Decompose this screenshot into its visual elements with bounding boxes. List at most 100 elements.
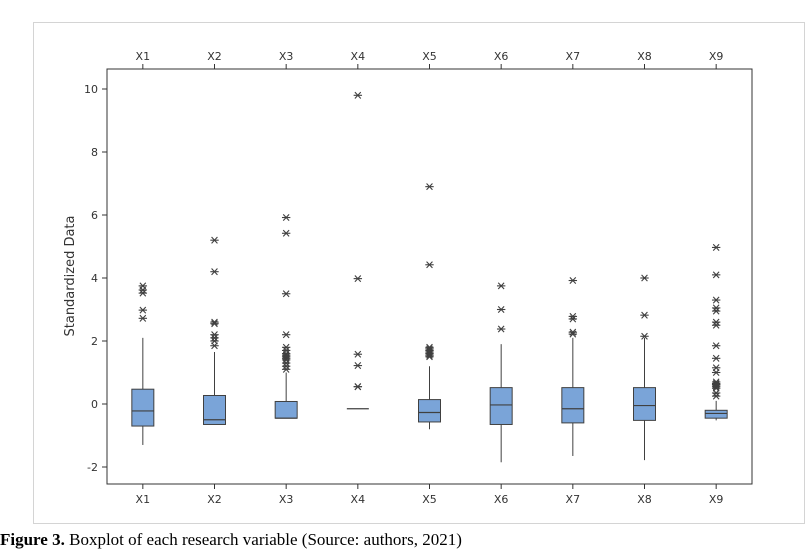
outlier-point — [138, 314, 148, 322]
outlier-stroke — [641, 311, 648, 319]
box-x2 — [203, 236, 226, 425]
outlier-point — [640, 332, 649, 340]
outlier-stroke — [426, 261, 433, 269]
iqr-box — [561, 387, 585, 424]
y-tick-label: 4 — [91, 272, 98, 285]
outlier-point — [640, 311, 649, 319]
outlier-point — [281, 229, 291, 237]
top-category-label: X2 — [207, 50, 222, 63]
outlier-point — [640, 274, 649, 282]
outlier-point — [210, 236, 219, 244]
outlier-stroke — [569, 312, 577, 320]
top-axis: X1 X2 X3 X4 X5 X6 X7 X8 X9 — [136, 50, 723, 69]
outlier-stroke — [282, 350, 290, 358]
boxes — [131, 91, 728, 463]
outlier-stroke — [354, 91, 362, 99]
figure-frame — [33, 22, 805, 524]
outlier-point — [568, 276, 578, 285]
top-category-label: X5 — [422, 50, 437, 63]
box-x8 — [633, 274, 656, 461]
top-category-label: X6 — [494, 50, 509, 63]
outlier-stroke — [712, 296, 720, 304]
outlier-stroke — [712, 354, 720, 362]
box-x5 — [418, 183, 441, 430]
figure-caption: Figure 3. Boxplot of each research varia… — [0, 526, 812, 553]
outlier-stroke — [712, 271, 720, 279]
outlier-point — [711, 364, 721, 372]
outlier-stroke — [139, 289, 147, 297]
outlier-stroke — [354, 383, 362, 391]
outlier-point — [496, 305, 506, 314]
iqr-box — [131, 388, 155, 427]
outlier-point — [425, 261, 434, 269]
outlier-stroke — [282, 343, 290, 351]
iqr-box — [704, 409, 728, 419]
y-tick-label: 2 — [91, 335, 98, 348]
outlier-stroke — [712, 243, 720, 251]
outlier-point — [568, 312, 578, 320]
outlier-stroke — [426, 343, 433, 351]
box-x6 — [489, 282, 513, 463]
outlier-stroke — [282, 229, 290, 237]
x-category-label: X8 — [637, 493, 652, 506]
outlier-stroke — [211, 236, 218, 244]
top-category-label: X8 — [637, 50, 652, 63]
x-category-label: X3 — [279, 493, 294, 506]
y-axis: -2 0 2 4 6 8 10 — [84, 83, 107, 474]
x-category-label: X7 — [566, 493, 581, 506]
outlier-point — [568, 328, 578, 336]
outlier-stroke — [211, 334, 218, 342]
outlier-point — [210, 268, 219, 276]
outlier-point — [281, 343, 291, 351]
outlier-point — [711, 354, 721, 362]
iqr-box — [489, 387, 513, 425]
x-category-label: X4 — [351, 493, 366, 506]
outlier-point — [711, 296, 721, 304]
caption-text: Boxplot of each research variable (Sourc… — [64, 530, 462, 549]
outlier-stroke — [712, 318, 720, 326]
box-x3 — [274, 213, 298, 419]
outlier-point — [711, 378, 721, 386]
outlier-stroke — [497, 282, 505, 290]
x-category-label: X9 — [709, 493, 724, 506]
outlier-point — [210, 318, 219, 326]
outlier-point — [353, 350, 363, 358]
x-category-label: X1 — [136, 493, 151, 506]
y-tick-label: 8 — [91, 146, 98, 159]
outlier-point — [425, 183, 434, 191]
outlier-point — [353, 362, 363, 370]
outlier-point — [425, 343, 434, 351]
outlier-stroke — [282, 365, 290, 373]
y-tick-label: 10 — [84, 83, 98, 96]
outlier-stroke — [139, 306, 147, 314]
outlier-stroke — [641, 332, 648, 340]
outlier-point — [281, 213, 291, 222]
outlier-stroke — [282, 346, 290, 354]
outlier-point — [496, 282, 506, 290]
outlier-stroke — [497, 325, 505, 333]
x-category-label: X6 — [494, 493, 509, 506]
outlier-stroke — [712, 304, 720, 312]
outlier-stroke — [282, 290, 290, 298]
outlier-point — [138, 286, 148, 294]
top-category-label: X7 — [566, 50, 581, 63]
outlier-stroke — [569, 328, 577, 336]
outlier-stroke — [282, 213, 290, 222]
top-category-label: X4 — [351, 50, 366, 63]
outlier-point — [353, 275, 363, 283]
outlier-stroke — [569, 276, 577, 285]
outlier-point — [281, 331, 291, 339]
y-tick-label: 0 — [91, 398, 98, 411]
outlier-point — [353, 383, 363, 391]
box-x4 — [346, 91, 369, 410]
outlier-stroke — [354, 350, 362, 358]
outlier-stroke — [497, 305, 505, 314]
outlier-stroke — [354, 362, 362, 370]
outlier-point — [353, 91, 363, 99]
x-category-label: X5 — [422, 493, 437, 506]
iqr-box — [274, 400, 298, 419]
outlier-point — [496, 325, 506, 333]
caption-label: Figure 3. — [0, 530, 65, 549]
iqr-box — [418, 399, 441, 423]
outlier-point — [711, 243, 721, 251]
